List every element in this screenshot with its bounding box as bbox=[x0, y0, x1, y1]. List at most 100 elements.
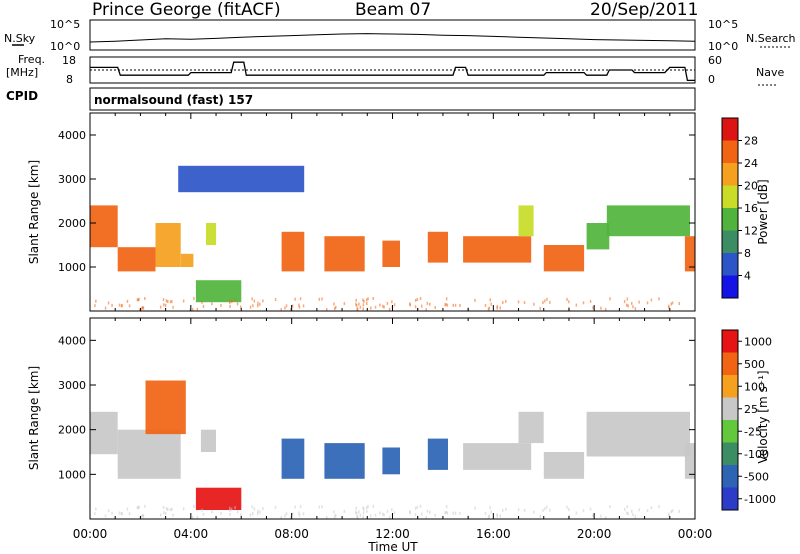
scatter-point bbox=[566, 505, 568, 509]
scatter-point bbox=[220, 303, 222, 307]
data-region-9 bbox=[382, 240, 400, 267]
power-y-ticks: 1000 2000 3000 4000 bbox=[58, 129, 695, 274]
x-tick-label: 12:00 bbox=[375, 527, 410, 541]
velocity-colorbar-tick-label: 1000 bbox=[744, 335, 772, 348]
scatter-point bbox=[623, 507, 626, 511]
scatter-point bbox=[544, 507, 546, 511]
scatter-point bbox=[502, 301, 504, 304]
scatter-point bbox=[165, 507, 168, 511]
scatter-point bbox=[366, 302, 368, 305]
scatter-point bbox=[355, 511, 358, 515]
scatter-point bbox=[638, 508, 640, 512]
scatter-point bbox=[196, 515, 199, 519]
scatter-point bbox=[230, 299, 233, 303]
scatter-point bbox=[542, 301, 544, 304]
scatter-point bbox=[631, 301, 633, 305]
scatter-point bbox=[126, 507, 129, 511]
scatter-point bbox=[290, 516, 292, 519]
power-x-ticks bbox=[89, 113, 696, 311]
scatter-point bbox=[499, 306, 501, 310]
scatter-point bbox=[646, 509, 649, 513]
scatter-point bbox=[284, 306, 286, 310]
scatter-point bbox=[128, 304, 131, 308]
scatter-point bbox=[419, 504, 422, 508]
nave-label: Nave bbox=[756, 66, 784, 79]
scatter-point bbox=[356, 515, 359, 519]
scatter-point bbox=[196, 307, 199, 311]
velocity-y-tick-label: 2000 bbox=[58, 424, 86, 437]
velocity-colorbar-segment bbox=[722, 375, 738, 398]
scatter-point bbox=[302, 512, 305, 516]
data-region-3 bbox=[155, 223, 181, 267]
date-label: 20/Sep/2011 bbox=[590, 0, 698, 20]
power-colorbar-tick-label: 28 bbox=[744, 135, 758, 148]
scatter-point bbox=[363, 507, 365, 511]
scatter-point bbox=[162, 505, 165, 509]
scatter-point bbox=[452, 303, 454, 307]
scatter-point bbox=[568, 300, 570, 304]
x-tick-label: 04:00 bbox=[174, 527, 209, 541]
scatter-point bbox=[94, 512, 96, 516]
scatter-point bbox=[426, 509, 429, 513]
scatter-point bbox=[280, 516, 282, 520]
data-region-10 bbox=[427, 231, 448, 263]
scatter-point bbox=[452, 511, 454, 515]
scatter-point bbox=[634, 307, 637, 311]
scatter-point bbox=[294, 297, 296, 301]
scatter-point bbox=[120, 512, 123, 516]
velocity-colorbar-segment bbox=[722, 487, 738, 510]
scatter-point bbox=[445, 303, 447, 306]
scatter-point bbox=[658, 297, 660, 301]
scatter-point bbox=[111, 303, 113, 307]
scatter-point bbox=[454, 511, 457, 515]
data-region-17 bbox=[178, 165, 305, 193]
data-region-8 bbox=[324, 236, 365, 272]
scatter-point bbox=[589, 507, 592, 511]
scatter-point bbox=[623, 300, 626, 304]
scatter-point bbox=[429, 302, 431, 306]
scatter-point bbox=[496, 513, 498, 517]
scatter-point bbox=[285, 512, 288, 516]
data-region-6 bbox=[281, 438, 305, 479]
scatter-point bbox=[358, 510, 360, 514]
scatter-point bbox=[252, 512, 254, 516]
scatter-point bbox=[445, 505, 448, 509]
scatter-point bbox=[386, 509, 389, 513]
freq-panel: Freq. [MHz] 18 8 60 0 Nave bbox=[6, 53, 784, 86]
scatter-point bbox=[144, 297, 146, 300]
scatter-point bbox=[489, 506, 491, 510]
scatter-point bbox=[202, 304, 205, 308]
scatter-point bbox=[667, 512, 670, 516]
noise-panel-frame bbox=[89, 19, 696, 51]
scatter-point bbox=[489, 298, 491, 302]
scatter-point bbox=[126, 299, 129, 303]
scatter-point bbox=[259, 302, 261, 306]
scatter-point bbox=[414, 513, 417, 517]
scatter-point bbox=[546, 297, 548, 301]
scatter-point bbox=[262, 299, 264, 303]
noise-panel: N.Sky 10^5 10^0 10^5 10^0 N.Search bbox=[4, 18, 796, 53]
scatter-point bbox=[136, 298, 139, 302]
scatter-point bbox=[182, 507, 185, 511]
scatter-point bbox=[302, 304, 305, 308]
velocity-colorbar-segment bbox=[722, 352, 738, 375]
scatter-point bbox=[201, 508, 203, 512]
scatter-point bbox=[459, 304, 461, 307]
scatter-point bbox=[172, 305, 174, 309]
scatter-point bbox=[459, 511, 461, 515]
scatter-point bbox=[626, 297, 629, 301]
scatter-point bbox=[589, 299, 592, 303]
power-colorbar-segment bbox=[722, 163, 738, 186]
scatter-point bbox=[230, 507, 233, 511]
scatter-point bbox=[444, 303, 446, 307]
scatter-point bbox=[391, 508, 393, 512]
scatter-point bbox=[334, 307, 336, 311]
scatter-point bbox=[363, 299, 365, 303]
scatter-point bbox=[370, 514, 372, 518]
scatter-point bbox=[201, 300, 203, 304]
scatter-point bbox=[167, 300, 169, 303]
freq-tick-top: 18 bbox=[62, 54, 76, 67]
scatter-point bbox=[259, 510, 261, 514]
data-region-9 bbox=[427, 438, 448, 470]
power-colorbar-segment bbox=[722, 118, 738, 141]
